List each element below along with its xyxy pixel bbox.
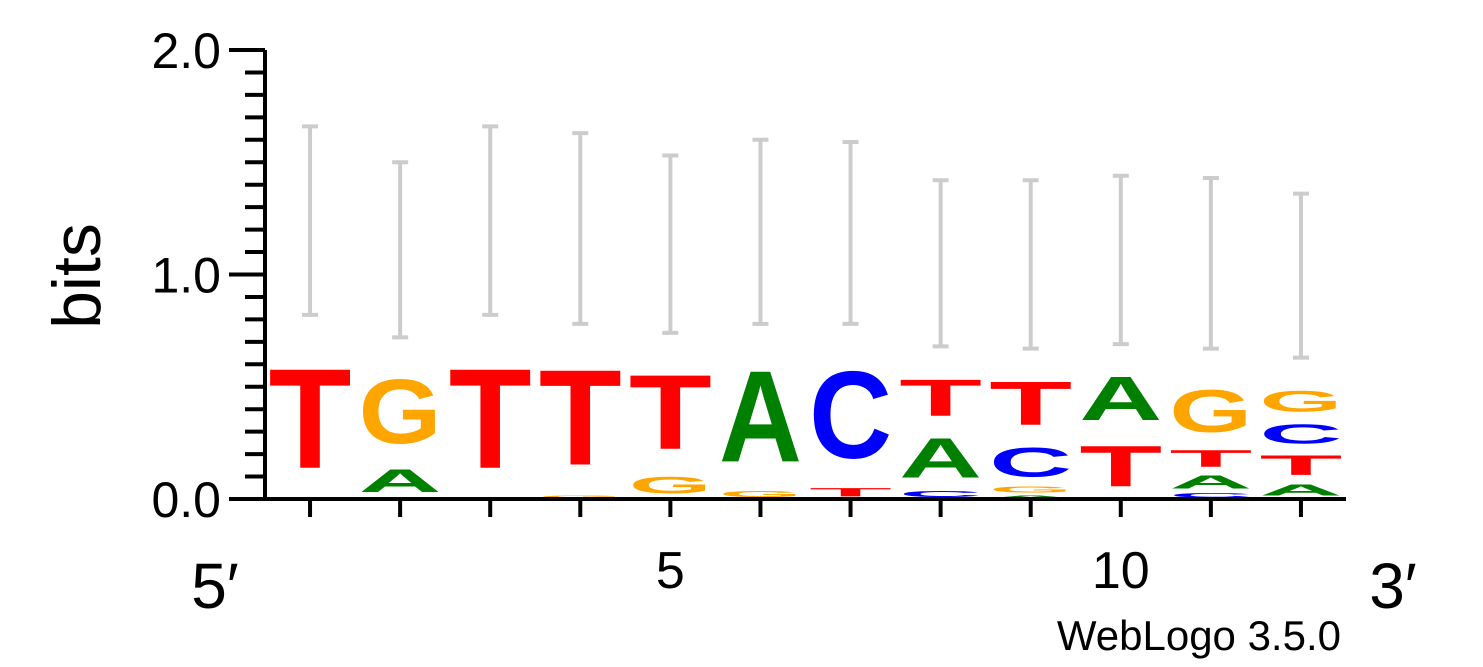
error-bar-pos-4 (572, 131, 589, 326)
y-tick-label: 1.0 (151, 248, 221, 304)
x-tick-label: 5 (656, 542, 685, 600)
logo-letter-T-pos-5: T (629, 353, 712, 472)
logo-letter-T-pos-9: T (989, 369, 1072, 438)
error-bar-pos-5 (662, 153, 679, 335)
weblogo-footer: WebLogo 3.5.0 (1057, 612, 1341, 659)
y-axis-label: bits (39, 223, 115, 329)
error-bar-pos-8 (932, 178, 949, 349)
logo-letter-A-pos-6: A (719, 345, 802, 490)
error-bar-pos-12 (1292, 191, 1309, 360)
logo-letter-T-pos-7: T (809, 486, 892, 499)
logo-letter-G-pos-4: G (539, 495, 622, 499)
logo-letter-C-pos-8: C (899, 490, 982, 499)
y-tick-label: 0.0 (151, 472, 221, 528)
logo-letter-G-pos-9: G (989, 486, 1072, 495)
logo-letter-T-pos-11: T (1169, 445, 1252, 472)
error-bar-pos-3 (482, 124, 499, 317)
logo-letter-C-pos-7: C (809, 347, 892, 485)
logo-letter-G-pos-2: G (359, 360, 442, 463)
logo-letter-C-pos-12: C (1260, 418, 1343, 450)
logo-letter-A-pos-8: A (899, 427, 982, 490)
logo-letter-T-pos-10: T (1079, 434, 1162, 499)
logo-letter-T-pos-12: T (1260, 449, 1343, 481)
error-bars (302, 124, 1309, 360)
five-prime-label: 5′ (191, 550, 239, 622)
x-tick-label: 10 (1092, 542, 1150, 600)
error-bar-pos-6 (752, 137, 769, 326)
logo-letter-C-pos-11: C (1169, 492, 1252, 499)
logo-letter-T-pos-8: T (899, 369, 982, 427)
logo-letter-A-pos-12: A (1260, 481, 1343, 499)
axes: 0.0 1.0 2.0 5 10 (151, 23, 1346, 600)
logo-letter-G-pos-5: G (629, 472, 712, 499)
logo-letter-T-pos-1: T (269, 340, 352, 499)
logo-letter-A-pos-9: A (989, 495, 1072, 499)
logo-letter-A-pos-2: A (359, 463, 442, 499)
error-bar-pos-10 (1112, 173, 1129, 347)
error-bar-pos-9 (1022, 178, 1039, 351)
error-bar-pos-7 (842, 140, 859, 326)
logo-letter-T-pos-4: T (539, 341, 622, 493)
y-tick-label: 2.0 (151, 23, 221, 79)
error-bar-pos-11 (1202, 175, 1219, 351)
logo-letter-G-pos-12: G (1260, 384, 1343, 418)
logo-letter-G-pos-11: G (1169, 378, 1252, 445)
error-bar-pos-2 (392, 160, 409, 340)
logo-letter-T-pos-3: T (449, 340, 532, 499)
logo-letter-A-pos-10: A (1079, 364, 1162, 434)
logo-letter-G-pos-6: G (719, 490, 802, 499)
logo-letter-C-pos-9: C (989, 439, 1072, 486)
error-bar-pos-1 (302, 124, 319, 317)
three-prime-label: 3′ (1369, 550, 1417, 622)
logo-letter-A-pos-11: A (1169, 472, 1252, 492)
